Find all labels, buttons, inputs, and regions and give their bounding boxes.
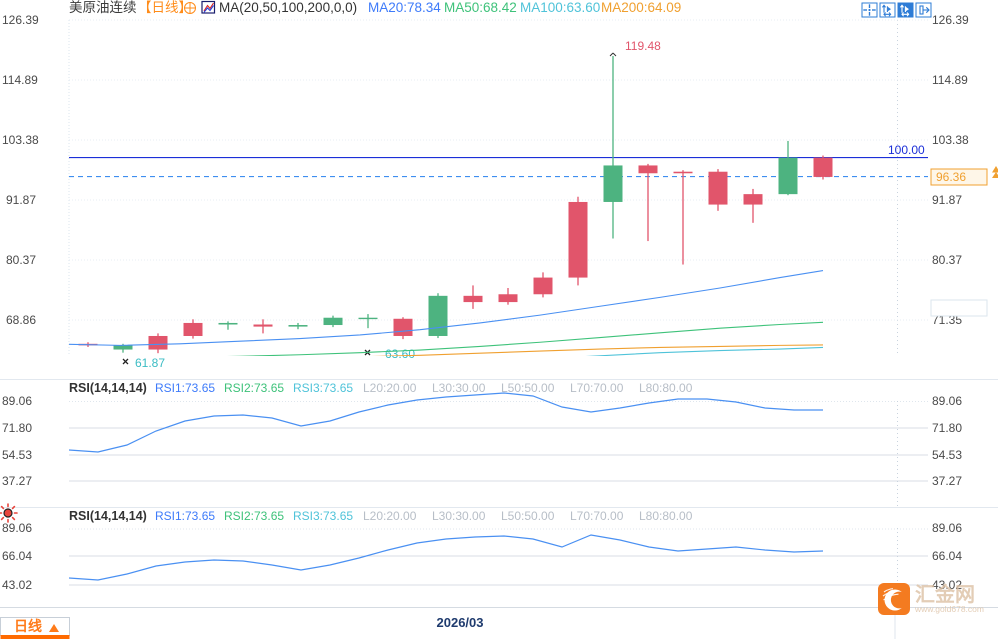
svg-text:114.89: 114.89 [932,73,968,87]
svg-text:103.38: 103.38 [932,133,969,147]
svg-text:L80:80.00: L80:80.00 [639,381,693,395]
svg-text:103.38: 103.38 [2,133,39,147]
svg-text:96.36: 96.36 [936,170,966,184]
svg-text:37.27: 37.27 [2,474,32,488]
svg-text:114.89: 114.89 [2,73,38,87]
svg-text:91.87: 91.87 [6,193,36,207]
svg-text:100.00: 100.00 [888,143,925,157]
svg-text:L30:30.00: L30:30.00 [432,509,486,523]
svg-text:汇金网: 汇金网 [915,582,975,606]
svg-text:L20:20.00: L20:20.00 [363,509,417,523]
svg-text:80.37: 80.37 [932,253,962,267]
svg-text:80.37: 80.37 [6,253,36,267]
svg-text:MA(20,50,100,200,0,0): MA(20,50,100,200,0,0) [219,0,357,15]
svg-text:89.06: 89.06 [932,521,962,535]
svg-text:L20:20.00: L20:20.00 [363,381,417,395]
svg-text:RSI3:73.65: RSI3:73.65 [293,509,353,523]
svg-text:RSI3:73.65: RSI3:73.65 [293,381,353,395]
svg-text:71.80: 71.80 [2,421,32,435]
svg-text:126.39: 126.39 [932,13,969,27]
svg-text:119.48: 119.48 [625,39,661,53]
svg-text:L30:30.00: L30:30.00 [432,381,486,395]
svg-text:L80:80.00: L80:80.00 [639,509,693,523]
svg-text:【日线】: 【日线】 [138,0,192,15]
svg-text:L70:70.00: L70:70.00 [570,381,624,395]
svg-text:RSI(14,14,14): RSI(14,14,14) [69,509,147,523]
svg-text:美原油连续: 美原油连续 [69,0,137,15]
svg-text:MA100:63.60: MA100:63.60 [520,0,600,15]
svg-text:RSI2:73.65: RSI2:73.65 [224,509,284,523]
svg-text:66.04: 66.04 [2,549,32,563]
svg-text:RSI2:73.65: RSI2:73.65 [224,381,284,395]
svg-text:89.06: 89.06 [2,394,32,408]
svg-text:37.27: 37.27 [932,474,962,488]
svg-text:126.39: 126.39 [2,13,39,27]
svg-text:L50:50.00: L50:50.00 [501,381,555,395]
svg-text:日线: 日线 [14,618,42,634]
svg-text:www.gold678.com: www.gold678.com [914,604,984,614]
svg-text:RSI1:73.65: RSI1:73.65 [155,381,215,395]
svg-text:63.60: 63.60 [385,347,415,361]
svg-text:68.86: 68.86 [6,313,36,327]
svg-text:L70:70.00: L70:70.00 [570,509,624,523]
svg-text:MA50:68.42: MA50:68.42 [444,0,517,15]
svg-text:89.06: 89.06 [2,521,32,535]
svg-text:66.04: 66.04 [932,549,962,563]
svg-text:RSI(14,14,14): RSI(14,14,14) [69,381,147,395]
svg-text:91.87: 91.87 [932,193,962,207]
svg-text:89.06: 89.06 [932,394,962,408]
svg-text:2026/03: 2026/03 [437,615,484,630]
svg-text:54.53: 54.53 [2,448,32,462]
svg-text:MA200:64.09: MA200:64.09 [601,0,681,15]
svg-text:L50:50.00: L50:50.00 [501,509,555,523]
svg-text:54.53: 54.53 [932,448,962,462]
svg-text:MA20:78.34: MA20:78.34 [368,0,441,15]
svg-text:RSI1:73.65: RSI1:73.65 [155,509,215,523]
svg-text:61.87: 61.87 [135,356,165,370]
svg-text:71.80: 71.80 [932,421,962,435]
svg-text:43.02: 43.02 [2,578,32,592]
